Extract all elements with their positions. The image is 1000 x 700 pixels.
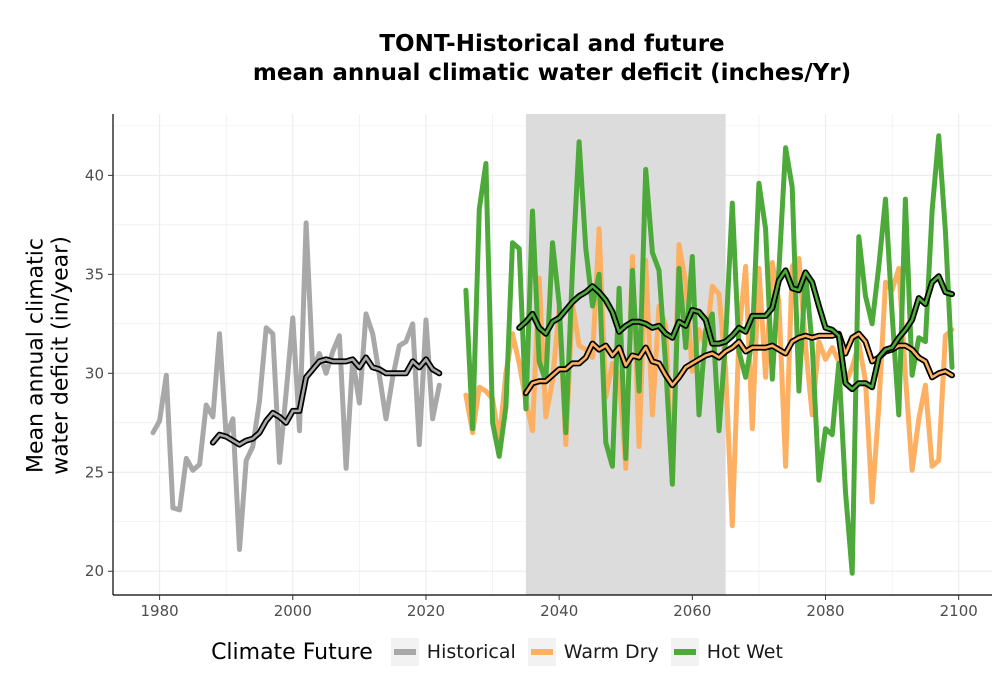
y-tick-label: 30 (85, 364, 104, 382)
x-tick-label: 2040 (540, 602, 578, 620)
y-tick-label: 25 (85, 463, 104, 481)
legend-label-warm-dry: Warm Dry (563, 641, 659, 663)
y-tick-label: 40 (85, 166, 104, 184)
series-line-historical-rolling-mean (211, 356, 441, 446)
x-tick-label: 2020 (407, 602, 445, 620)
legend-item-historical: Historical (390, 638, 516, 666)
y-tick-label: 20 (85, 562, 104, 580)
chart-title: TONT-Historical and future (379, 31, 725, 57)
legend-key-line (393, 649, 416, 655)
legend-key-warm-dry (527, 638, 556, 666)
series-line-historical (150, 220, 442, 552)
x-tick-label: 2100 (940, 602, 978, 620)
legend-key-line (673, 649, 696, 655)
legend-title: Climate Future (211, 639, 373, 665)
y-tick-label: 35 (85, 265, 104, 283)
legend-item-warm-dry: Warm Dry (527, 638, 659, 666)
chart-subtitle: mean annual climatic water deficit (inch… (252, 60, 852, 86)
legend-key-historical (390, 638, 419, 666)
legend-label-historical: Historical (426, 641, 516, 663)
series-line-hot-wet-rolling-mean (517, 269, 954, 391)
x-tick-label: 1980 (141, 602, 179, 620)
legend: Climate Future Historical Warm Dry Hot W… (0, 638, 1000, 666)
legend-label-hot-wet: Hot Wet (706, 641, 783, 663)
legend-key-line (530, 649, 553, 655)
x-tick-label: 2080 (806, 602, 844, 620)
x-tick-label: 2060 (673, 602, 711, 620)
x-tick-label: 2000 (274, 602, 312, 620)
legend-key-hot-wet (670, 638, 699, 666)
legend-item-hot-wet: Hot Wet (670, 638, 783, 666)
